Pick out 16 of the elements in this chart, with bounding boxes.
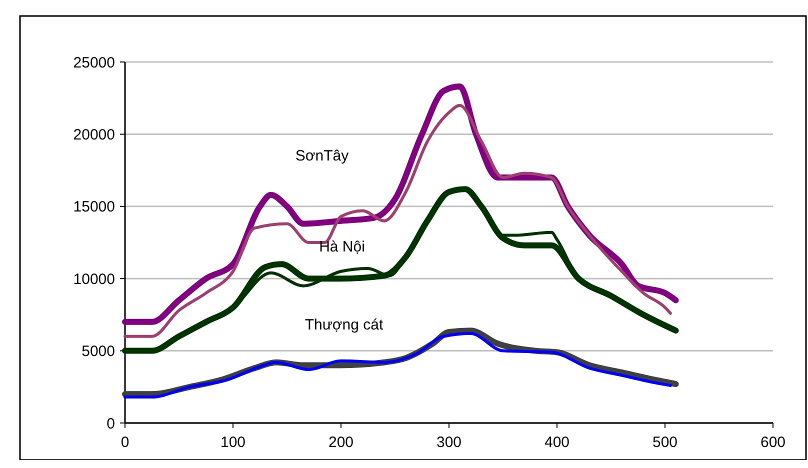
annotation: SơnTây bbox=[295, 147, 350, 164]
y-tick-label: 25000 bbox=[73, 54, 115, 72]
y-tick-label: 5000 bbox=[82, 343, 115, 360]
x-tick-label: 0 bbox=[120, 434, 130, 451]
annotation: Thượng cát bbox=[304, 316, 384, 334]
x-tick-label: 600 bbox=[760, 434, 786, 451]
x-tick-label: 300 bbox=[436, 434, 462, 451]
y-tick-label: 10000 bbox=[73, 270, 115, 288]
x-tick-label: 200 bbox=[328, 434, 354, 451]
x-tick-label: 100 bbox=[220, 434, 246, 451]
y-tick-label: 0 bbox=[106, 415, 115, 432]
y-tick-label: 20000 bbox=[73, 126, 115, 144]
x-tick-label: 400 bbox=[544, 434, 570, 451]
annotation: Hà Nội bbox=[319, 238, 365, 256]
x-tick-label: 500 bbox=[652, 434, 678, 451]
y-tick-label: 15000 bbox=[73, 198, 115, 216]
